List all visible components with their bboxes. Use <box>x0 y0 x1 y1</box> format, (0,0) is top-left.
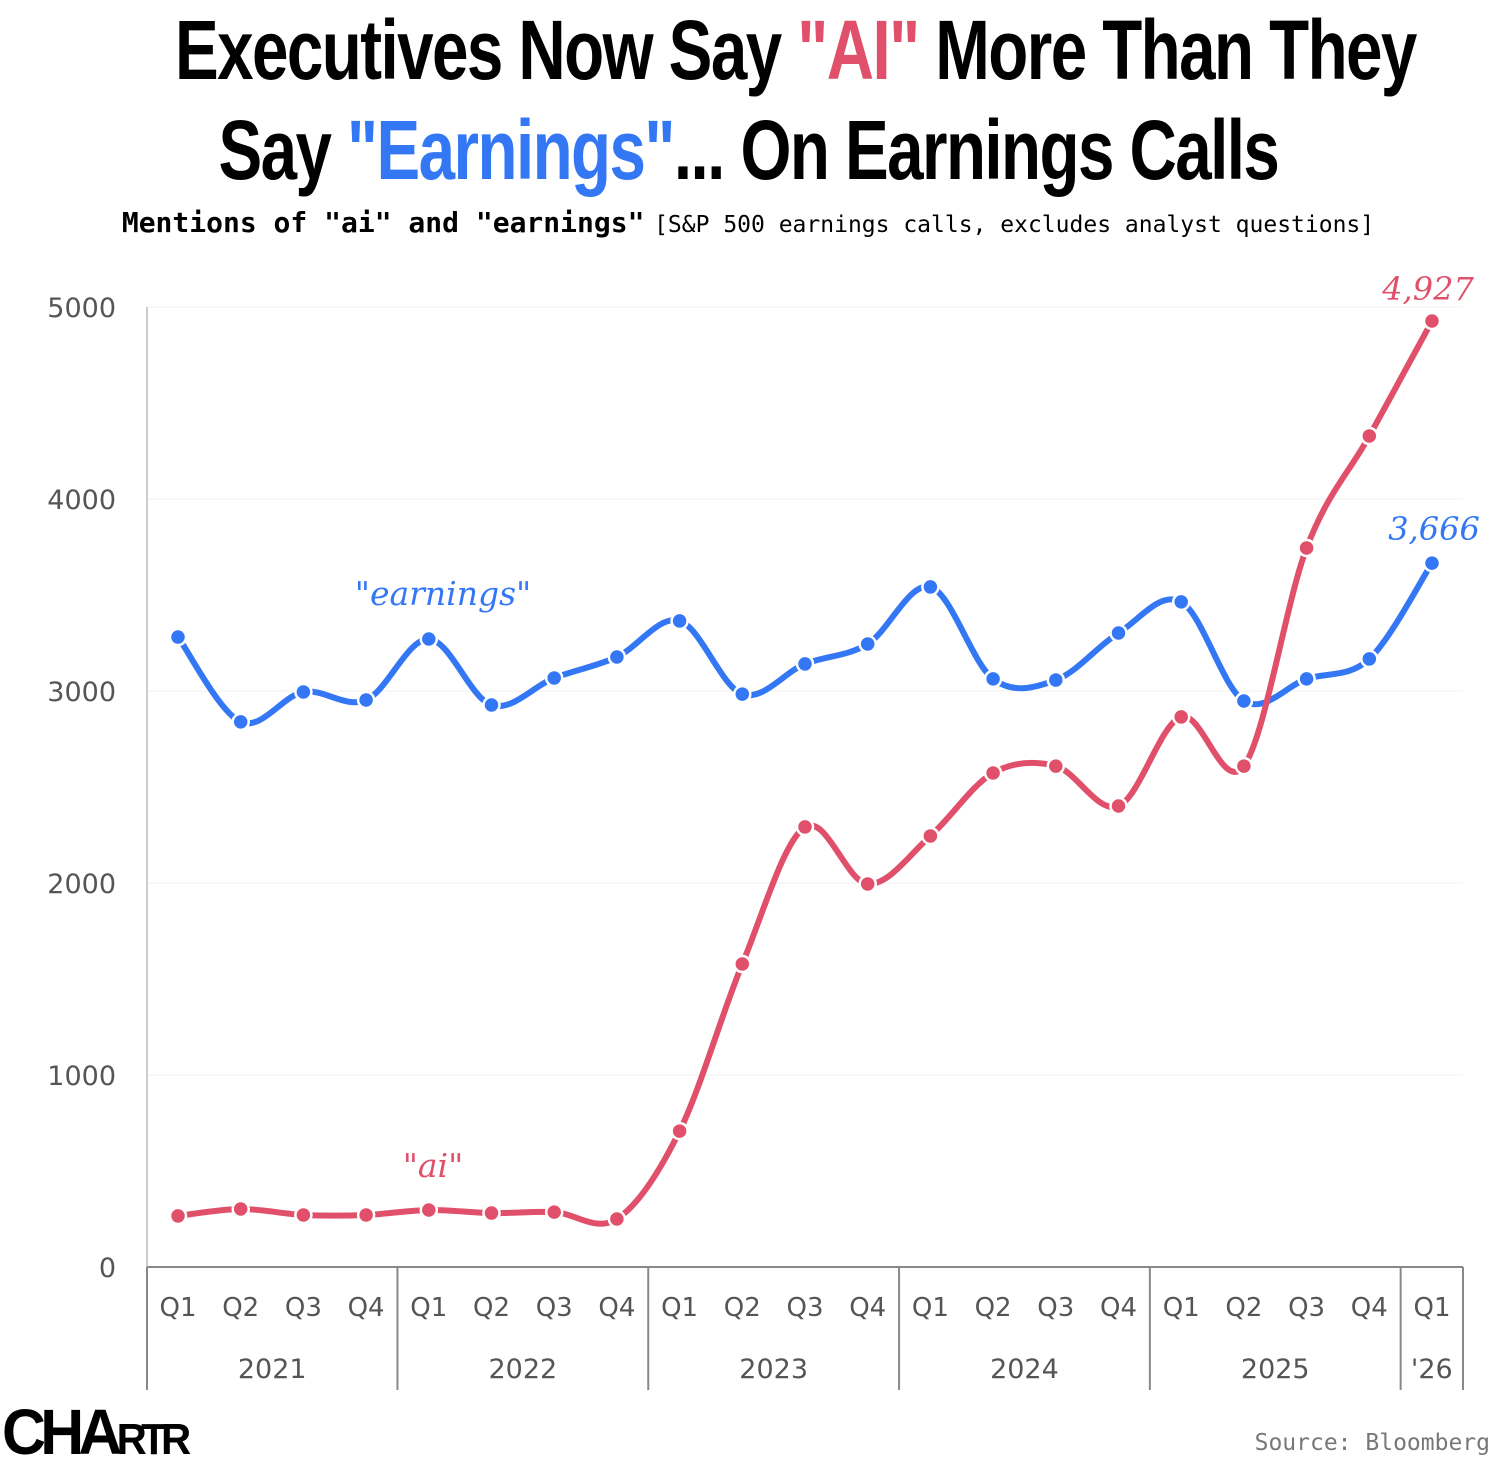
ai-point <box>168 1206 188 1226</box>
ai-point <box>356 1205 376 1225</box>
ai-point <box>607 1209 627 1229</box>
ai-point <box>1046 756 1066 776</box>
earnings-point <box>231 712 250 732</box>
ai-point <box>1109 796 1128 816</box>
ai-point <box>294 1205 313 1225</box>
title-ai-highlight: "AI" <box>797 3 920 97</box>
ai-point <box>1422 311 1442 331</box>
x-tick-quarter: Q4 <box>1351 1293 1388 1323</box>
title-earnings-highlight: "Earnings" <box>346 103 675 197</box>
y-tick-label: 0 <box>99 1253 116 1284</box>
earnings-point <box>1171 592 1191 612</box>
x-tick-quarter: Q4 <box>348 1293 385 1323</box>
x-tick-year: 2025 <box>1241 1354 1310 1385</box>
ai-series-label: "ai" <box>403 1146 464 1185</box>
ai-point <box>231 1199 250 1219</box>
y-tick-label: 3000 <box>47 677 116 708</box>
earnings-point <box>607 647 627 667</box>
title-text: More Than They <box>918 3 1417 97</box>
y-tick-label: 2000 <box>47 869 116 900</box>
ai-point <box>482 1203 501 1223</box>
title-text: Executives Now Say <box>174 3 798 97</box>
x-tick-quarter: Q1 <box>912 1293 949 1323</box>
x-tick-quarter: Q4 <box>1100 1293 1137 1323</box>
x-tick-quarter: Q3 <box>536 1293 573 1323</box>
earnings-point <box>921 577 940 597</box>
source-note: Source: Bloomberg <box>1254 1430 1490 1456</box>
x-tick-quarter: Q3 <box>786 1293 823 1323</box>
earnings-point <box>858 634 877 654</box>
title-text: ... On Earnings Calls <box>673 103 1280 197</box>
ai-point <box>983 763 1003 783</box>
earnings-point <box>482 695 501 715</box>
earnings-point <box>1297 669 1316 689</box>
earnings-point <box>670 611 689 631</box>
earnings-point <box>1234 691 1254 711</box>
subtitle-note: [S&P 500 earnings calls, excludes analys… <box>654 212 1375 238</box>
x-tick-quarter: Q1 <box>661 1293 698 1323</box>
x-tick-year: 2021 <box>238 1354 307 1385</box>
ai-point <box>858 874 877 894</box>
title-text: Say <box>218 103 347 197</box>
earnings-point <box>419 629 439 649</box>
ai-point <box>795 817 815 837</box>
chart-subtitle: Mentions of "ai" and "earnings" [S&P 500… <box>0 206 1496 239</box>
x-tick-quarter: Q2 <box>1225 1293 1262 1323</box>
earnings-point <box>1109 623 1128 643</box>
y-tick-label: 4000 <box>47 485 116 516</box>
earnings-point <box>294 682 313 702</box>
earnings-point <box>544 668 564 688</box>
ai-point <box>544 1202 564 1222</box>
chart-title-line-2: Say "Earnings"... On Earnings Calls <box>0 102 1496 199</box>
chartr-logo: CHARTR <box>2 1396 191 1468</box>
ai-point <box>1360 426 1379 446</box>
ai-point <box>670 1121 689 1141</box>
y-tick-label: 1000 <box>47 1061 116 1092</box>
earnings-series-label: "earnings" <box>355 574 531 613</box>
x-tick-quarter: Q4 <box>849 1293 886 1323</box>
ai-point <box>1297 538 1316 558</box>
subtitle-main: Mentions of "ai" and "earnings" <box>121 206 645 239</box>
x-tick-quarter: Q1 <box>159 1293 196 1323</box>
ai-point <box>921 826 940 846</box>
x-tick-quarter: Q1 <box>410 1293 447 1323</box>
x-tick-quarter: Q1 <box>1163 1293 1200 1323</box>
ai-point <box>419 1200 439 1220</box>
earnings-point <box>1422 553 1442 573</box>
earnings-point <box>795 654 815 674</box>
x-tick-quarter: Q3 <box>1288 1293 1325 1323</box>
x-tick-year: 2023 <box>739 1354 808 1385</box>
x-tick-year: '26 <box>1411 1354 1453 1385</box>
x-tick-quarter: Q2 <box>222 1293 259 1323</box>
ai-point <box>733 954 752 974</box>
ai-end-value-label: 4,927 <box>1381 270 1474 308</box>
x-tick-year: 2022 <box>488 1354 557 1385</box>
x-tick-quarter: Q2 <box>724 1293 761 1323</box>
ai-point <box>1171 707 1191 727</box>
x-tick-quarter: Q3 <box>285 1293 322 1323</box>
earnings-end-value-label: 3,666 <box>1388 510 1480 548</box>
x-tick-quarter: Q1 <box>1413 1293 1450 1323</box>
earnings-point <box>1360 649 1379 669</box>
x-tick-quarter: Q2 <box>473 1293 510 1323</box>
x-tick-quarter: Q4 <box>598 1293 635 1323</box>
earnings-point <box>356 690 376 710</box>
earnings-point <box>733 684 752 704</box>
earnings-point <box>1046 670 1066 690</box>
x-tick-quarter: Q3 <box>1037 1293 1074 1323</box>
ai-point <box>1234 756 1254 776</box>
chart-title-line-1: Executives Now Say "AI" More Than They <box>0 2 1496 99</box>
y-tick-label: 5000 <box>47 293 116 324</box>
x-tick-year: 2024 <box>990 1354 1059 1385</box>
earnings-point <box>983 669 1003 689</box>
x-tick-quarter: Q2 <box>975 1293 1012 1323</box>
earnings-point <box>168 627 188 647</box>
